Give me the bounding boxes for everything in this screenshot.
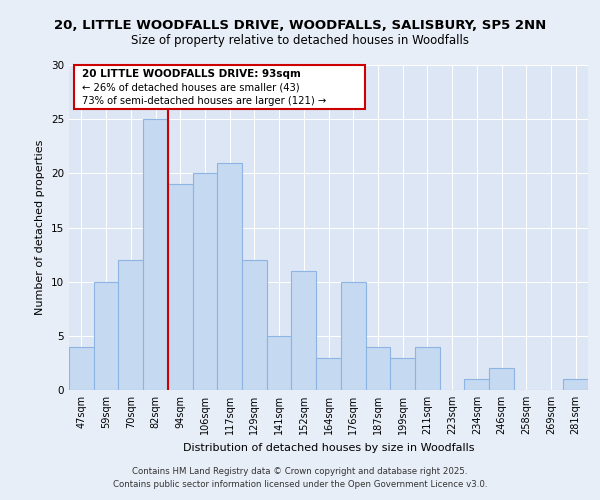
Bar: [316, 358, 341, 390]
Text: 20 LITTLE WOODFALLS DRIVE: 93sqm: 20 LITTLE WOODFALLS DRIVE: 93sqm: [82, 69, 301, 79]
FancyBboxPatch shape: [74, 65, 365, 109]
Bar: [94, 282, 118, 390]
Text: ← 26% of detached houses are smaller (43): ← 26% of detached houses are smaller (43…: [82, 82, 299, 92]
Bar: [217, 162, 242, 390]
Bar: [292, 271, 316, 390]
Text: 73% of semi-detached houses are larger (121) →: 73% of semi-detached houses are larger (…: [82, 96, 326, 106]
Bar: [69, 346, 94, 390]
Bar: [242, 260, 267, 390]
X-axis label: Distribution of detached houses by size in Woodfalls: Distribution of detached houses by size …: [183, 442, 474, 452]
Bar: [390, 358, 415, 390]
Text: Contains HM Land Registry data © Crown copyright and database right 2025.: Contains HM Land Registry data © Crown c…: [132, 467, 468, 476]
Bar: [193, 174, 217, 390]
Bar: [118, 260, 143, 390]
Bar: [143, 119, 168, 390]
Bar: [267, 336, 292, 390]
Bar: [415, 346, 440, 390]
Bar: [341, 282, 365, 390]
Bar: [489, 368, 514, 390]
Bar: [464, 379, 489, 390]
Y-axis label: Number of detached properties: Number of detached properties: [35, 140, 46, 315]
Text: Size of property relative to detached houses in Woodfalls: Size of property relative to detached ho…: [131, 34, 469, 47]
Bar: [563, 379, 588, 390]
Bar: [365, 346, 390, 390]
Text: Contains public sector information licensed under the Open Government Licence v3: Contains public sector information licen…: [113, 480, 487, 489]
Bar: [168, 184, 193, 390]
Text: 20, LITTLE WOODFALLS DRIVE, WOODFALLS, SALISBURY, SP5 2NN: 20, LITTLE WOODFALLS DRIVE, WOODFALLS, S…: [54, 19, 546, 32]
